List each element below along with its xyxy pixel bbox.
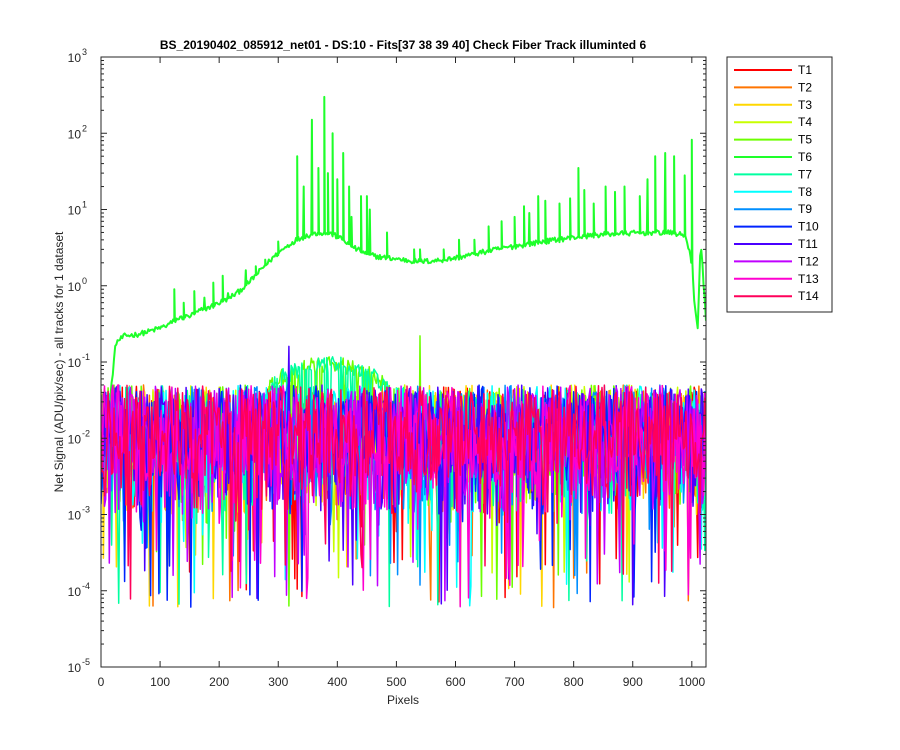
y-tick-exponent: 2 — [82, 123, 87, 133]
y-tick-label: 10 -1 — [68, 352, 90, 370]
y-tick-exponent: -5 — [82, 657, 90, 667]
legend-label: T4 — [798, 115, 812, 129]
x-tick-label: 300 — [268, 675, 288, 689]
y-tick-label: 10 -3 — [68, 505, 90, 523]
legend-label: T10 — [798, 220, 819, 234]
y-tick-base: 10 — [68, 127, 82, 141]
y-tick-label: 10 0 — [68, 276, 87, 294]
x-tick-label: 800 — [564, 675, 584, 689]
legend-item: T5 — [734, 133, 812, 147]
y-tick-exponent: -3 — [82, 505, 90, 515]
series-line-t14 — [101, 384, 706, 600]
y-tick-label: 10 3 — [68, 47, 87, 65]
legend-label: T7 — [798, 167, 812, 181]
legend-label: T2 — [798, 80, 812, 94]
plot-area — [101, 57, 706, 667]
y-tick-base: 10 — [68, 51, 82, 65]
legend-label: T3 — [798, 98, 812, 112]
legend-item: T8 — [734, 185, 812, 199]
y-tick-base: 10 — [68, 204, 82, 218]
y-tick-label: 10 2 — [68, 123, 87, 141]
y-tick-base: 10 — [68, 356, 82, 370]
legend-item: T1 — [734, 63, 812, 77]
legend-item: T4 — [734, 115, 812, 129]
y-tick-label: 10 -4 — [68, 581, 90, 599]
legend-item: T12 — [734, 254, 819, 268]
legend-label: T1 — [798, 63, 812, 77]
y-tick-base: 10 — [68, 432, 82, 446]
series-line-t6 — [101, 95, 706, 416]
legend-item: T14 — [734, 289, 819, 303]
legend-label: T9 — [798, 202, 812, 216]
x-tick-label: 200 — [209, 675, 229, 689]
x-tick-label: 400 — [327, 675, 347, 689]
y-tick-exponent: -4 — [82, 581, 90, 591]
y-tick-label: 10 1 — [68, 200, 87, 218]
legend-item: T13 — [734, 272, 819, 286]
legend-item: T9 — [734, 202, 812, 216]
legend-label: T5 — [798, 133, 812, 147]
x-tick-label: 700 — [505, 675, 525, 689]
chart-title: BS_20190402_085912_net01 - DS:10 - Fits[… — [160, 38, 647, 52]
legend-box — [726, 56, 833, 313]
y-axis-label: Net Signal (ADU/pix/sec) - all tracks fo… — [52, 231, 66, 492]
legend-item: T3 — [734, 98, 812, 112]
series-layer — [101, 95, 706, 609]
legend: T1 T2 T3 T4 T5 T6 T7 T8 T9 T10 T11 T12 T13 T14 — [726, 56, 833, 313]
axis-layer: 0 100 200 300 400 500 600 700 800 900 100010-510-4… — [68, 47, 706, 689]
y-tick-exponent: -1 — [82, 352, 90, 362]
legend-label: T13 — [798, 272, 819, 286]
legend-item: T7 — [734, 167, 812, 181]
legend-label: T14 — [798, 289, 819, 303]
y-tick-base: 10 — [68, 509, 82, 523]
y-tick-exponent: 1 — [82, 200, 87, 210]
x-tick-label: 100 — [150, 675, 170, 689]
legend-label: T11 — [798, 237, 818, 251]
legend-item: T6 — [734, 150, 812, 164]
y-tick-exponent: 0 — [82, 276, 87, 286]
legend-label: T8 — [798, 185, 812, 199]
x-tick-label: 0 — [98, 675, 105, 689]
y-tick-base: 10 — [68, 661, 82, 675]
x-tick-label: 500 — [386, 675, 406, 689]
y-tick-base: 10 — [68, 280, 82, 294]
x-tick-label: 900 — [623, 675, 643, 689]
y-tick-label: 10 -5 — [68, 657, 90, 675]
legend-item: T10 — [734, 220, 819, 234]
legend-item: T2 — [734, 80, 812, 94]
legend-item: T11 — [734, 237, 818, 251]
x-axis-label: Pixels — [387, 693, 419, 707]
x-tick-label: 600 — [445, 675, 465, 689]
y-tick-label: 10 -2 — [68, 428, 90, 446]
y-tick-exponent: 3 — [82, 47, 87, 57]
y-tick-base: 10 — [68, 585, 82, 599]
legend-label: T12 — [798, 254, 819, 268]
legend-label: T6 — [798, 150, 812, 164]
x-tick-label: 1000 — [678, 675, 705, 689]
y-tick-exponent: -2 — [82, 428, 90, 438]
